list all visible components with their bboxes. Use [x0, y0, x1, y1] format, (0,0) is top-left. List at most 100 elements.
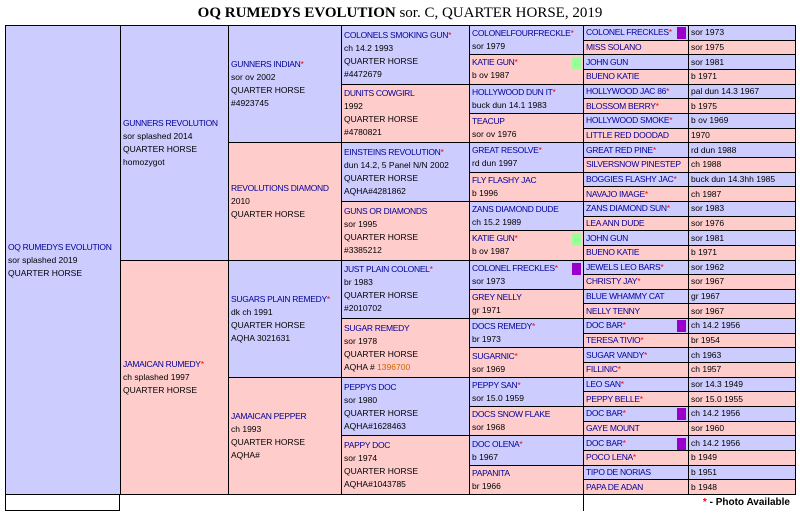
horse-details: sor 1962: [691, 261, 725, 272]
photo-star: *: [429, 264, 433, 275]
horse-details: sor 1974: [344, 453, 378, 464]
horse-link[interactable]: BUENO KATIE: [586, 71, 640, 82]
horse-link[interactable]: PAPA DE ADAN: [586, 481, 644, 492]
horse-link[interactable]: MISS SOLANO: [586, 41, 642, 52]
horse-link[interactable]: PEPPY BELLE: [586, 393, 640, 404]
horse-link[interactable]: OQ RUMEDYS EVOLUTION: [8, 241, 112, 252]
pedigree-cell-g6-31-detail: b 1948: [688, 479, 796, 495]
horse-link[interactable]: SUGARNIC: [472, 350, 515, 361]
horse-link[interactable]: PEPPYS DOC: [344, 381, 397, 392]
pedigree-cell-g2-1: JAMAICAN RUMEDY* ch splashed 1997 QUARTER …: [120, 259, 229, 495]
horse-link[interactable]: ZANS DIAMOND DUDE: [472, 204, 559, 215]
horse-link[interactable]: TIPO DE NORIAS: [586, 467, 651, 478]
photo-star: *: [644, 188, 649, 199]
horse-details: ch 1987: [691, 188, 722, 199]
horse-link[interactable]: BLUE WHAMMY CAT: [586, 291, 665, 302]
horse-link[interactable]: LITTLE RED DOODAD: [586, 129, 669, 140]
horse-link[interactable]: SUGAR VANDY: [586, 349, 644, 360]
horse-link[interactable]: JAMAICAN PEPPER: [231, 410, 307, 421]
horse-link[interactable]: GREAT RESOLVE: [472, 145, 539, 156]
horse-details: dun 14.2, 5 Panel N/N 2002: [344, 160, 449, 171]
horse-link[interactable]: COLONELS SMOKING GUN: [344, 29, 449, 40]
pedigree-cell-g5-9: GREY NELLY gr 1971: [469, 288, 584, 320]
horse-link[interactable]: LEA ANN DUDE: [586, 217, 645, 228]
horse-link[interactable]: JUST PLAIN COLONEL: [344, 264, 430, 275]
horse-link[interactable]: GAYE MOUNT: [586, 423, 640, 434]
horse-link[interactable]: GUNNERS INDIAN: [231, 59, 301, 70]
pedigree-cell-g3-0: GUNNERS INDIAN* sor ov 2002 QUARTER HORSE #…: [228, 24, 342, 144]
horse-link[interactable]: HOLLYWOOD JAC 86: [586, 85, 667, 96]
horse-details: dk ch 1991: [231, 306, 273, 317]
horse-link[interactable]: LEO SAN: [586, 379, 621, 390]
horse-details: br 1983: [344, 277, 373, 288]
horse-link[interactable]: JEWELS LEO BARS: [586, 261, 661, 272]
horse-link[interactable]: PEPPY SAN: [472, 379, 518, 390]
horse-link[interactable]: COLONELFOURFRECKLE: [472, 28, 571, 39]
pedigree-cell-g5-10: DOCS REMEDY* br 1973: [469, 318, 584, 349]
horse-link[interactable]: DOC OLENA: [472, 438, 520, 449]
horse-link[interactable]: SILVERSNOW PINESTEP: [586, 159, 681, 170]
photo-star: *: [637, 276, 641, 287]
horse-link[interactable]: PAPPY DOC: [344, 440, 391, 451]
horse-link[interactable]: BLOSSOM BERRY: [586, 100, 656, 111]
horse-link[interactable]: GREAT RED PINE: [586, 144, 653, 155]
horse-link[interactable]: POCO LENA: [586, 452, 633, 463]
horse-link[interactable]: EINSTEINS REVOLUTION: [344, 147, 441, 158]
horse-details: AQHA#4281862: [344, 186, 406, 197]
horse-details: b 1951: [691, 467, 717, 478]
pedigree-cell-g6-4-name: HOLLYWOOD JAC 86*: [583, 83, 689, 100]
pedigree-cell-g6-17-detail: sor 1967: [688, 274, 796, 290]
horse-link[interactable]: BOGGIES FLASHY JAC: [586, 173, 674, 184]
photo-star: *: [660, 261, 664, 272]
horse-link[interactable]: NAVAJO IMAGE: [586, 188, 645, 199]
horse-link[interactable]: DOC BAR: [586, 437, 623, 448]
pedigree-cell-g6-9-detail: ch 1988: [688, 156, 796, 173]
horse-link[interactable]: SUGARS PLAIN REMEDY: [231, 293, 327, 304]
horse-link[interactable]: KATIE GUN: [472, 57, 515, 68]
horse-link[interactable]: JOHN GUN: [586, 232, 628, 243]
photo-star: *: [552, 86, 556, 97]
horse-details: b 1975: [691, 100, 717, 111]
pedigree-cell-g5-7: KATIE GUN* b ov 1987: [469, 230, 584, 261]
horse-link[interactable]: COLONEL FRECKLES: [586, 27, 669, 38]
horse-details: QUARTER HORSE: [344, 407, 418, 418]
pedigree-cell-g6-14-detail: sor 1981: [688, 230, 796, 246]
horse-link[interactable]: COLONEL FRECKLES: [472, 262, 555, 273]
horse-link[interactable]: HOLLYWOOD SMOKE: [586, 115, 670, 126]
horse-details: sor 1983: [691, 203, 725, 214]
photo-star: *: [622, 437, 626, 448]
horse-link[interactable]: SUGAR REMEDY: [344, 322, 410, 333]
horse-link[interactable]: ZANS DIAMOND SUN: [586, 203, 667, 214]
horse-link[interactable]: DOC BAR: [586, 408, 623, 419]
horse-link[interactable]: TEACUP: [472, 116, 505, 127]
horse-link[interactable]: GREY NELLY: [472, 291, 522, 302]
pedigree-table: OQ RUMEDYS EVOLUTION sor splashed 2019 QUA…: [5, 24, 796, 496]
horse-link[interactable]: CHRISTY JAY: [586, 276, 638, 287]
pedigree-cell-g5-4: GREAT RESOLVE* rd dun 1997: [469, 142, 584, 173]
horse-details: QUARTER HORSE: [344, 348, 418, 359]
horse-details: b ov 1987: [472, 70, 510, 81]
horse-link[interactable]: DOCS SNOW FLAKE: [472, 409, 551, 420]
pedigree-cell-g6-31-name: PAPA DE ADAN: [583, 479, 689, 495]
horse-link[interactable]: GUNS OR DIAMONDS: [344, 205, 428, 216]
horse-link[interactable]: DUNITS COWGIRL: [344, 88, 415, 99]
horse-link[interactable]: FILLINIC: [586, 364, 618, 375]
horse-link[interactable]: DOC BAR: [586, 320, 623, 331]
horse-link[interactable]: KATIE GUN: [472, 233, 515, 244]
pedigree-cell-g5-8: COLONEL FRECKLES* sor 1973: [469, 259, 584, 290]
horse-link[interactable]: PAPANITA: [472, 467, 510, 478]
horse-link[interactable]: JAMAICAN RUMEDY: [123, 358, 201, 369]
horse-details: 2010: [231, 195, 250, 206]
horse-link[interactable]: NELLY TENNY: [586, 305, 640, 316]
horse-link[interactable]: FLY FLASHY JAC: [472, 174, 537, 185]
horse-link[interactable]: DOCS REMEDY: [472, 321, 532, 332]
horse-link[interactable]: REVOLUTIONS DIAMOND: [231, 182, 329, 193]
horse-link[interactable]: GUNNERS REVOLUTION: [123, 117, 218, 128]
horse-link[interactable]: HOLLYWOOD DUN IT: [472, 86, 553, 97]
pedigree-cell-g6-15-detail: b 1971: [688, 244, 796, 261]
pedigree-cell-g6-28-detail: ch 14.2 1956: [688, 435, 796, 452]
horse-link[interactable]: TERESA TIVIO: [586, 335, 641, 346]
registry-number-link[interactable]: 1396700: [377, 361, 411, 372]
horse-link[interactable]: BUENO KATIE: [586, 247, 640, 258]
horse-link[interactable]: JOHN GUN: [586, 56, 628, 67]
